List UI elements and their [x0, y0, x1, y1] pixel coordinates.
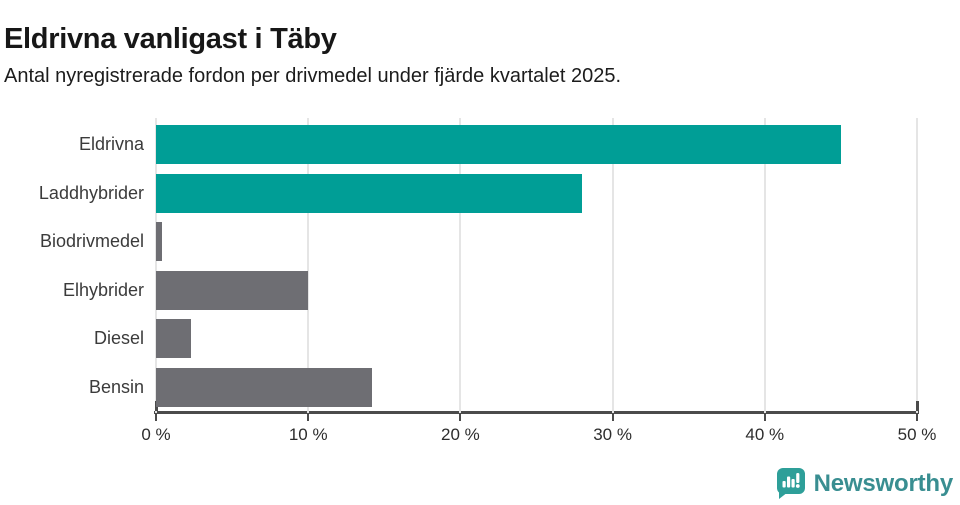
- bar-bensin: [156, 368, 373, 407]
- category-label-biodrivmedel: Biodrivmedel: [39, 231, 144, 252]
- bar-eldrivna: [156, 125, 841, 164]
- x-tick-0: [155, 414, 157, 421]
- x-tick-label-10: 10 %: [288, 425, 328, 444]
- bar-elhybrider: [156, 270, 309, 310]
- category-label-elhybrider: Elhybrider: [62, 279, 144, 300]
- newsworthy-bubble-chart-icon: [776, 467, 806, 500]
- x-tick-20: [459, 414, 462, 421]
- x-tick-label-0: 0 %: [141, 425, 171, 444]
- gridline-0: [155, 118, 157, 413]
- brand-wordmark: Newsworthy: [813, 469, 954, 497]
- gridline-50: [916, 118, 918, 413]
- gridline-40: [763, 118, 766, 413]
- bar-laddhybrider: [156, 173, 583, 213]
- x-tick-30: [611, 414, 614, 421]
- gridline-30: [611, 118, 614, 413]
- gridline-20: [459, 118, 462, 413]
- plot-area: 0 % 10 % 20 % 30 % 40 % 50 %: [141, 118, 936, 444]
- bar-biodrivmedel: [156, 222, 163, 262]
- chart-title: Eldrivna vanligast i Täby: [4, 23, 337, 56]
- category-axis: Eldrivna Laddhybrider Biodrivmedel Elhybrid…: [0, 118, 144, 413]
- gridline-10: [307, 118, 310, 413]
- category-label-bensin: Bensin: [88, 377, 144, 397]
- chart-subtitle: Antal nyregistrerade fordon per drivmede…: [4, 65, 622, 87]
- x-tick-10: [307, 414, 310, 421]
- category-label-diesel: Diesel: [93, 328, 144, 349]
- x-tick-label-50: 50 %: [897, 425, 937, 444]
- brand-logo: Newsworthy: [776, 467, 953, 500]
- category-label-eldrivna: Eldrivna: [78, 134, 144, 154]
- x-tick-50: [916, 414, 918, 421]
- x-tick-40: [763, 414, 766, 421]
- x-tick-label-40: 40 %: [745, 425, 785, 444]
- x-tick-label-20: 20 %: [441, 425, 480, 444]
- bar-diesel: [156, 319, 191, 359]
- x-tick-label-30: 30 %: [593, 425, 632, 444]
- x-axis-endcap-50: [915, 401, 919, 411]
- x-axis-line: [154, 411, 919, 414]
- category-label-laddhybrider: Laddhybrider: [38, 182, 144, 203]
